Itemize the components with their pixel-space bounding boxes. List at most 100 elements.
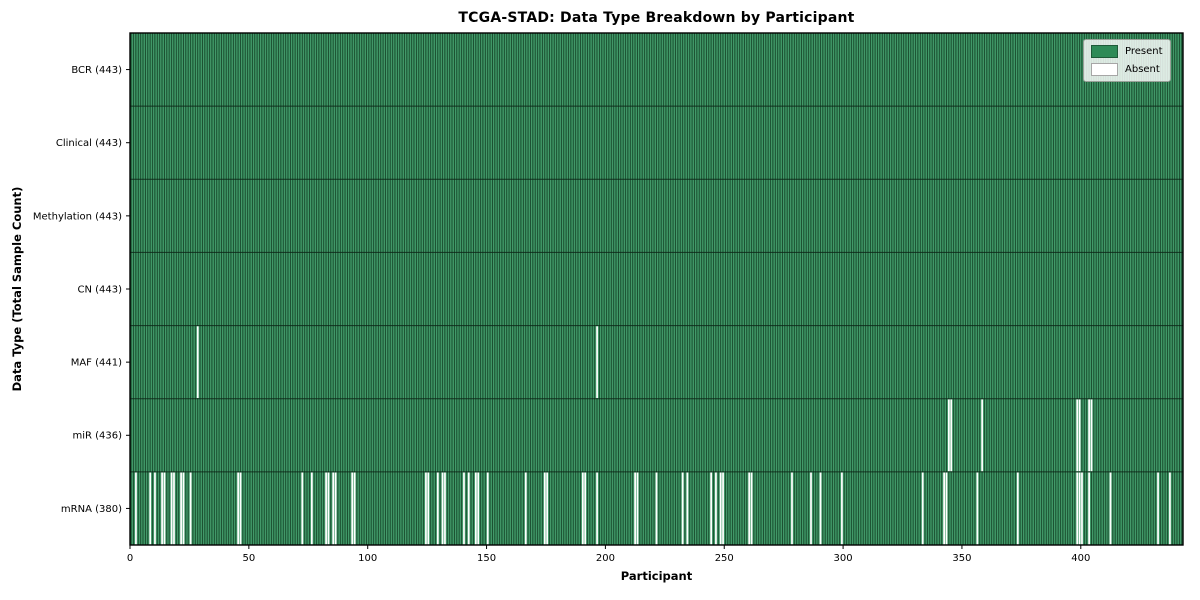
absent-stripe [841,472,843,545]
absent-stripe [1076,472,1079,545]
absent-stripe [710,472,713,545]
absent-stripe [463,472,465,545]
absent-stripe [1078,472,1081,545]
y-tick-label: CN (443) [77,284,122,295]
absent-stripe [444,472,446,545]
absent-stripe [182,472,185,545]
absent-stripe [1076,399,1079,472]
x-axis-title: Participant [620,569,693,583]
absent-stripe [524,472,527,545]
absent-stripe [719,472,722,545]
absent-stripe [921,472,924,545]
x-tick-label: 300 [834,553,853,564]
absent-stripe [681,472,684,545]
absent-stripe [441,472,444,545]
x-tick-label: 100 [358,553,377,564]
absent-stripe [135,472,137,545]
x-tick-label: 0 [127,553,133,564]
absent-stripe [715,472,717,545]
absent-stripe [163,472,166,545]
absent-stripe [180,472,182,545]
absent-stripe [810,472,812,545]
absent-stripe [154,472,156,545]
absent-stripe [581,472,584,545]
absent-stripe [477,472,480,545]
legend-item-absent: Absent [1091,63,1163,76]
absent-stripe [301,472,304,545]
absent-stripe [170,472,173,545]
absent-stripe [1169,472,1171,545]
x-tick-label: 200 [596,553,615,564]
absent-stripe [748,472,751,545]
absent-stripe [948,399,950,472]
absent-stripe [596,326,598,399]
absent-stripe [722,472,724,545]
y-tick-label: miR (436) [72,431,122,442]
absent-stripe [686,472,689,545]
absent-stripe [173,472,175,545]
absent-stripe [237,472,240,545]
absent-stripe [976,472,979,545]
absent-stripe [1109,472,1112,545]
legend-item-present: Present [1091,45,1163,58]
absent-stripe [750,472,753,545]
absent-stripe [1157,472,1159,545]
absent-stripe [1016,472,1019,545]
absent-stripe [467,472,470,545]
y-tick-label: Clinical (443) [56,138,122,149]
absent-stripe [981,399,984,472]
x-tick-label: 250 [715,553,734,564]
absent-stripe [636,472,639,545]
absent-stripe [351,472,354,545]
absent-stripe [945,472,948,545]
y-tick-label: Methylation (443) [33,211,122,222]
absent-stripe [1081,472,1083,545]
chart-title: TCGA-STAD: Data Type Breakdown by Partic… [458,10,855,26]
absent-stripe [596,472,598,545]
legend: Present Absent [1083,39,1171,82]
present-bars [130,33,1183,545]
x-tick-label: 350 [952,553,971,564]
absent-stripe [332,472,335,545]
y-tick-label: MAF (441) [71,358,122,369]
present-swatch-icon [1091,45,1118,58]
absent-stripe [353,472,356,545]
absent-stripe [546,472,549,545]
absent-stripe [436,472,439,545]
legend-label-absent: Absent [1125,64,1160,75]
absent-stripe [791,472,793,545]
absent-stripe [149,472,152,545]
absent-stripe [189,472,192,545]
legend-label-present: Present [1125,46,1163,57]
absent-stripe [325,472,327,545]
absent-stripe [584,472,587,545]
x-tick-label: 50 [242,553,255,564]
x-tick-label: 150 [477,553,496,564]
absent-stripe [425,472,427,545]
absent-stripe [943,472,945,545]
absent-stripe [543,472,546,545]
y-tick-label: BCR (443) [71,65,122,76]
absent-stripe [327,472,330,545]
absent-stripe [950,399,953,472]
absent-stripe [486,472,489,545]
x-tick-label: 400 [1071,553,1090,564]
absent-stripe [310,472,313,545]
absent-stripe [1078,399,1081,472]
absent-stripe [1090,399,1093,472]
absent-stripe [819,472,822,545]
absent-stripe [1088,399,1090,472]
absent-stripe [427,472,430,545]
absent-stripe [239,472,242,545]
y-tick-label: mRNA (380) [61,504,122,515]
absent-swatch-icon [1091,63,1118,76]
absent-stripe [161,472,163,545]
absent-stripe [634,472,636,545]
absent-stripe [474,472,477,545]
absent-stripe [334,472,337,545]
absent-stripe [655,472,658,545]
absent-stripe [196,326,199,399]
absent-stripe [1088,472,1090,545]
